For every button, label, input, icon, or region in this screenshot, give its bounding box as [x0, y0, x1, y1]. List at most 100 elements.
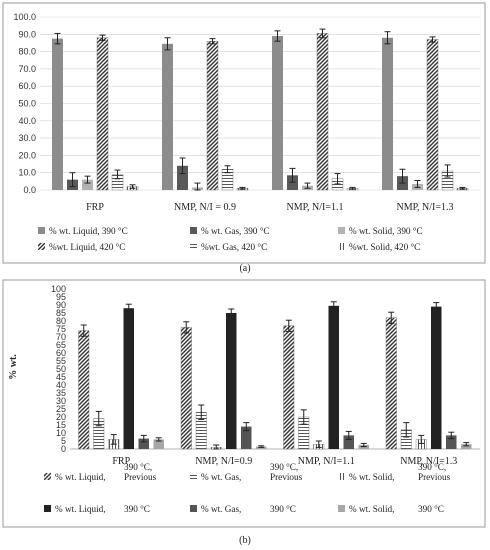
error-bar: [129, 184, 136, 189]
bar: [241, 426, 252, 449]
bar: [328, 305, 339, 449]
bar: [226, 313, 237, 449]
chart-a-frame: [2, 2, 486, 264]
error-bar: [444, 164, 451, 178]
y-tick-label: 10: [56, 428, 66, 438]
error-bar: [183, 321, 190, 334]
error-bar: [274, 30, 281, 42]
error-bar: [243, 422, 250, 432]
error-bar: [384, 31, 391, 45]
bar: [272, 36, 283, 190]
error-bar: [140, 434, 147, 443]
error-bar: [125, 303, 132, 313]
y-tick-label: 45: [56, 372, 66, 382]
bar: [177, 165, 188, 190]
bar: [52, 38, 63, 190]
bar: [96, 37, 109, 191]
chart-b-frame: [2, 279, 486, 528]
legend-swatch: [338, 243, 345, 250]
error-bar: [239, 186, 246, 190]
y-tick-label: 10.0: [18, 168, 36, 178]
error-bar: [179, 157, 186, 175]
legend-item: %wt. Solid, 420 °C: [338, 242, 420, 252]
y-tick-label: 35: [56, 388, 66, 398]
bar: [283, 325, 295, 450]
error-bar: [334, 173, 341, 185]
legend-label: % wt. Solid, 390 °C: [349, 504, 444, 514]
legend-swatch: [38, 243, 45, 250]
legend-item: % wt. Liquid,390 °C, Previous: [44, 462, 157, 482]
bar: [123, 308, 134, 449]
bar: [461, 444, 472, 449]
error-bar: [198, 404, 205, 420]
caption-b: (b): [239, 535, 251, 546]
bar: [446, 435, 457, 449]
chart-a: 0.0 10.0 20.0 30.0 40.0 50.0 60.0 70.0 80.0 90.0 1…: [2, 2, 486, 264]
legend-swatch: [38, 227, 45, 234]
error-bar: [155, 437, 162, 442]
error-bar: [414, 179, 421, 188]
legend-label: % wt. Liquid, 390 °C: [49, 226, 128, 236]
bar: [426, 39, 439, 191]
bar: [180, 327, 192, 450]
error-bar: [300, 409, 307, 425]
error-bar: [209, 38, 216, 45]
y-tick-label: 30: [56, 396, 66, 406]
error-bar: [99, 34, 106, 41]
bar: [138, 438, 149, 449]
legend-item: % wt. Solid, 390 °C: [338, 226, 423, 236]
y-tick-label: 0: [61, 444, 66, 454]
legend-item: % wt. Liquid, 390 °C: [44, 504, 150, 514]
error-bar: [463, 442, 470, 447]
error-bar: [80, 324, 87, 337]
error-bar: [224, 165, 231, 174]
legend-swatch: [190, 473, 197, 480]
error-bar: [54, 32, 61, 45]
y-tick-label: 70.0: [18, 64, 36, 74]
y-tick-label: 60: [56, 348, 66, 358]
legend-swatch: [338, 473, 345, 480]
legend-item: % wt. Gas,390 °C, Previous: [190, 462, 303, 482]
legend-label: % wt. Solid,390 °C, Previous: [349, 462, 451, 482]
y-tick-label: 100.0: [13, 12, 36, 22]
bar: [78, 330, 90, 450]
error-bar: [110, 434, 117, 445]
category-label: NMP, N/I=1.3: [400, 456, 457, 467]
error-bar: [448, 431, 455, 440]
error-bar: [114, 169, 121, 180]
error-bar: [403, 422, 410, 438]
y-tick-label: 15: [56, 420, 66, 430]
error-bar: [399, 168, 406, 184]
legend-swatch: [190, 505, 197, 512]
y-tick-label: 30.0: [18, 133, 36, 143]
bar: [206, 41, 219, 191]
legend-label: %wt. Gas, 420 °C: [201, 242, 267, 252]
legend-item: % wt. Solid, 390 °C: [338, 504, 444, 514]
y-tick-label: 5: [61, 436, 66, 446]
y-tick-label: 50: [56, 364, 66, 374]
legend-label: % wt. Solid, 390 °C: [349, 226, 423, 236]
legend-swatch: [44, 473, 51, 480]
error-bar: [69, 172, 76, 188]
legend-item: % wt. Gas, 390 °C: [190, 226, 270, 236]
legend-swatch: [338, 227, 345, 234]
y-tick-label: 100: [51, 284, 66, 294]
error-bar: [429, 36, 436, 43]
error-bar: [418, 434, 425, 444]
chart-b-ylabel: % wt.: [8, 354, 19, 380]
y-tick-label: 20.0: [18, 150, 36, 160]
bar: [153, 439, 164, 449]
y-tick-label: 20: [56, 412, 66, 422]
legend-item: % wt. Liquid, 390 °C: [38, 226, 128, 236]
error-bar: [304, 182, 311, 189]
error-bar: [289, 167, 296, 183]
legend-label: %wt. Solid, 420 °C: [349, 242, 420, 252]
chart-b: % wt. 0510152025303540455055606570758085…: [2, 279, 486, 528]
legend-label: % wt. Gas, 390 °C: [201, 226, 270, 236]
error-bar: [213, 444, 220, 450]
error-bar: [164, 37, 171, 51]
y-tick-label: 25: [56, 404, 66, 414]
bar: [431, 306, 442, 449]
category-label: FRP: [112, 456, 130, 467]
y-tick-label: 40.0: [18, 116, 36, 126]
